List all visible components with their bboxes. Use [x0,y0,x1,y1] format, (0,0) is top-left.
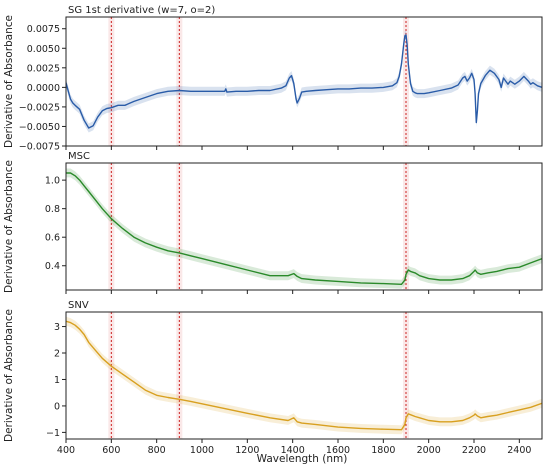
snv-ytick-label: 1 [54,375,60,386]
snv-xtick-label: 400 [57,445,75,456]
snv-ytick-label: 2 [54,349,60,360]
snv-xtick-label: 2200 [462,445,486,456]
sg-ytick-label: 0.0050 [27,44,60,55]
msc-ytick-label: 0.6 [45,233,60,244]
snv-vline-band-600 [108,312,115,439]
snv-panel-title: SNV [68,300,89,311]
snv-series-line-0 [66,320,542,431]
sg-series-line-0 [66,34,542,129]
sg-ytick-label: −0.0075 [19,142,60,153]
msc-vline-band-600 [108,163,115,290]
sg-axes-frame [65,16,543,147]
snv-y-axis-label: Derivative of Absorbance [3,309,15,442]
sg-panel-title: SG 1st derivative (w=7, o=2) [68,5,215,16]
sg-ytick-label: 0.0025 [27,63,60,74]
msc-y-axis-label: Derivative of Absorbance [3,160,15,293]
sg-ytick-label: −0.0050 [19,122,60,133]
sg-ytick-label: 0.0075 [27,24,60,35]
snv-ytick-label: 3 [54,322,60,333]
snv-xtick-label: 1200 [235,445,259,456]
panel-msc: 0.4 0.6 0.8 1.0 MSC Derivative of Absorbance [3,151,543,294]
msc-panel-title: MSC [68,151,90,162]
x-axis-label: Wavelength (nm) [257,453,348,465]
snv-xtick-label: 1000 [190,445,214,456]
snv-xtick-label: 800 [148,445,166,456]
snv-ytick-label: −1 [46,428,60,439]
msc-axes-frame [65,162,543,291]
panel-sg-derivative: −0.0075 −0.0050 −0.0025 0.0000 0.0025 0.0050 0… [3,5,543,153]
msc-series-band-0 [66,168,542,289]
snv-xtick-label: 2000 [417,445,441,456]
snv-xtick-label: 600 [102,445,120,456]
msc-ytick-label: 0.8 [45,204,60,215]
snv-vline-band-900 [176,312,183,439]
sg-y-axis-label: Derivative of Absorbance [3,15,15,148]
panel-snv: −1 0 1 2 3 400 600 800 1000 1200 1400 1600 1800 2000 2… [3,300,543,456]
snv-xtick-label: 1400 [281,445,305,456]
msc-ytick-label: 1.0 [45,176,60,187]
snv-xtick-label: 1600 [326,445,350,456]
snv-xtick-label: 2400 [507,445,531,456]
snv-plot-area [66,312,542,439]
snv-vline-band-1900 [403,312,409,439]
sg-series-band-0 [66,30,542,133]
sg-ytick-label: 0.0000 [27,83,60,94]
msc-ytick-label: 0.4 [45,261,60,272]
msc-series-line-0 [66,172,542,285]
msc-vline-band-900 [176,163,183,290]
sg-ytick-label: −0.0025 [19,102,60,113]
snv-axes-frame [65,311,543,440]
msc-plot-area [66,163,542,290]
snv-xtick-label: 1800 [371,445,395,456]
sg-plot-area [66,17,542,146]
snv-ytick-label: 0 [54,401,60,412]
msc-vline-band-1900 [403,163,409,290]
